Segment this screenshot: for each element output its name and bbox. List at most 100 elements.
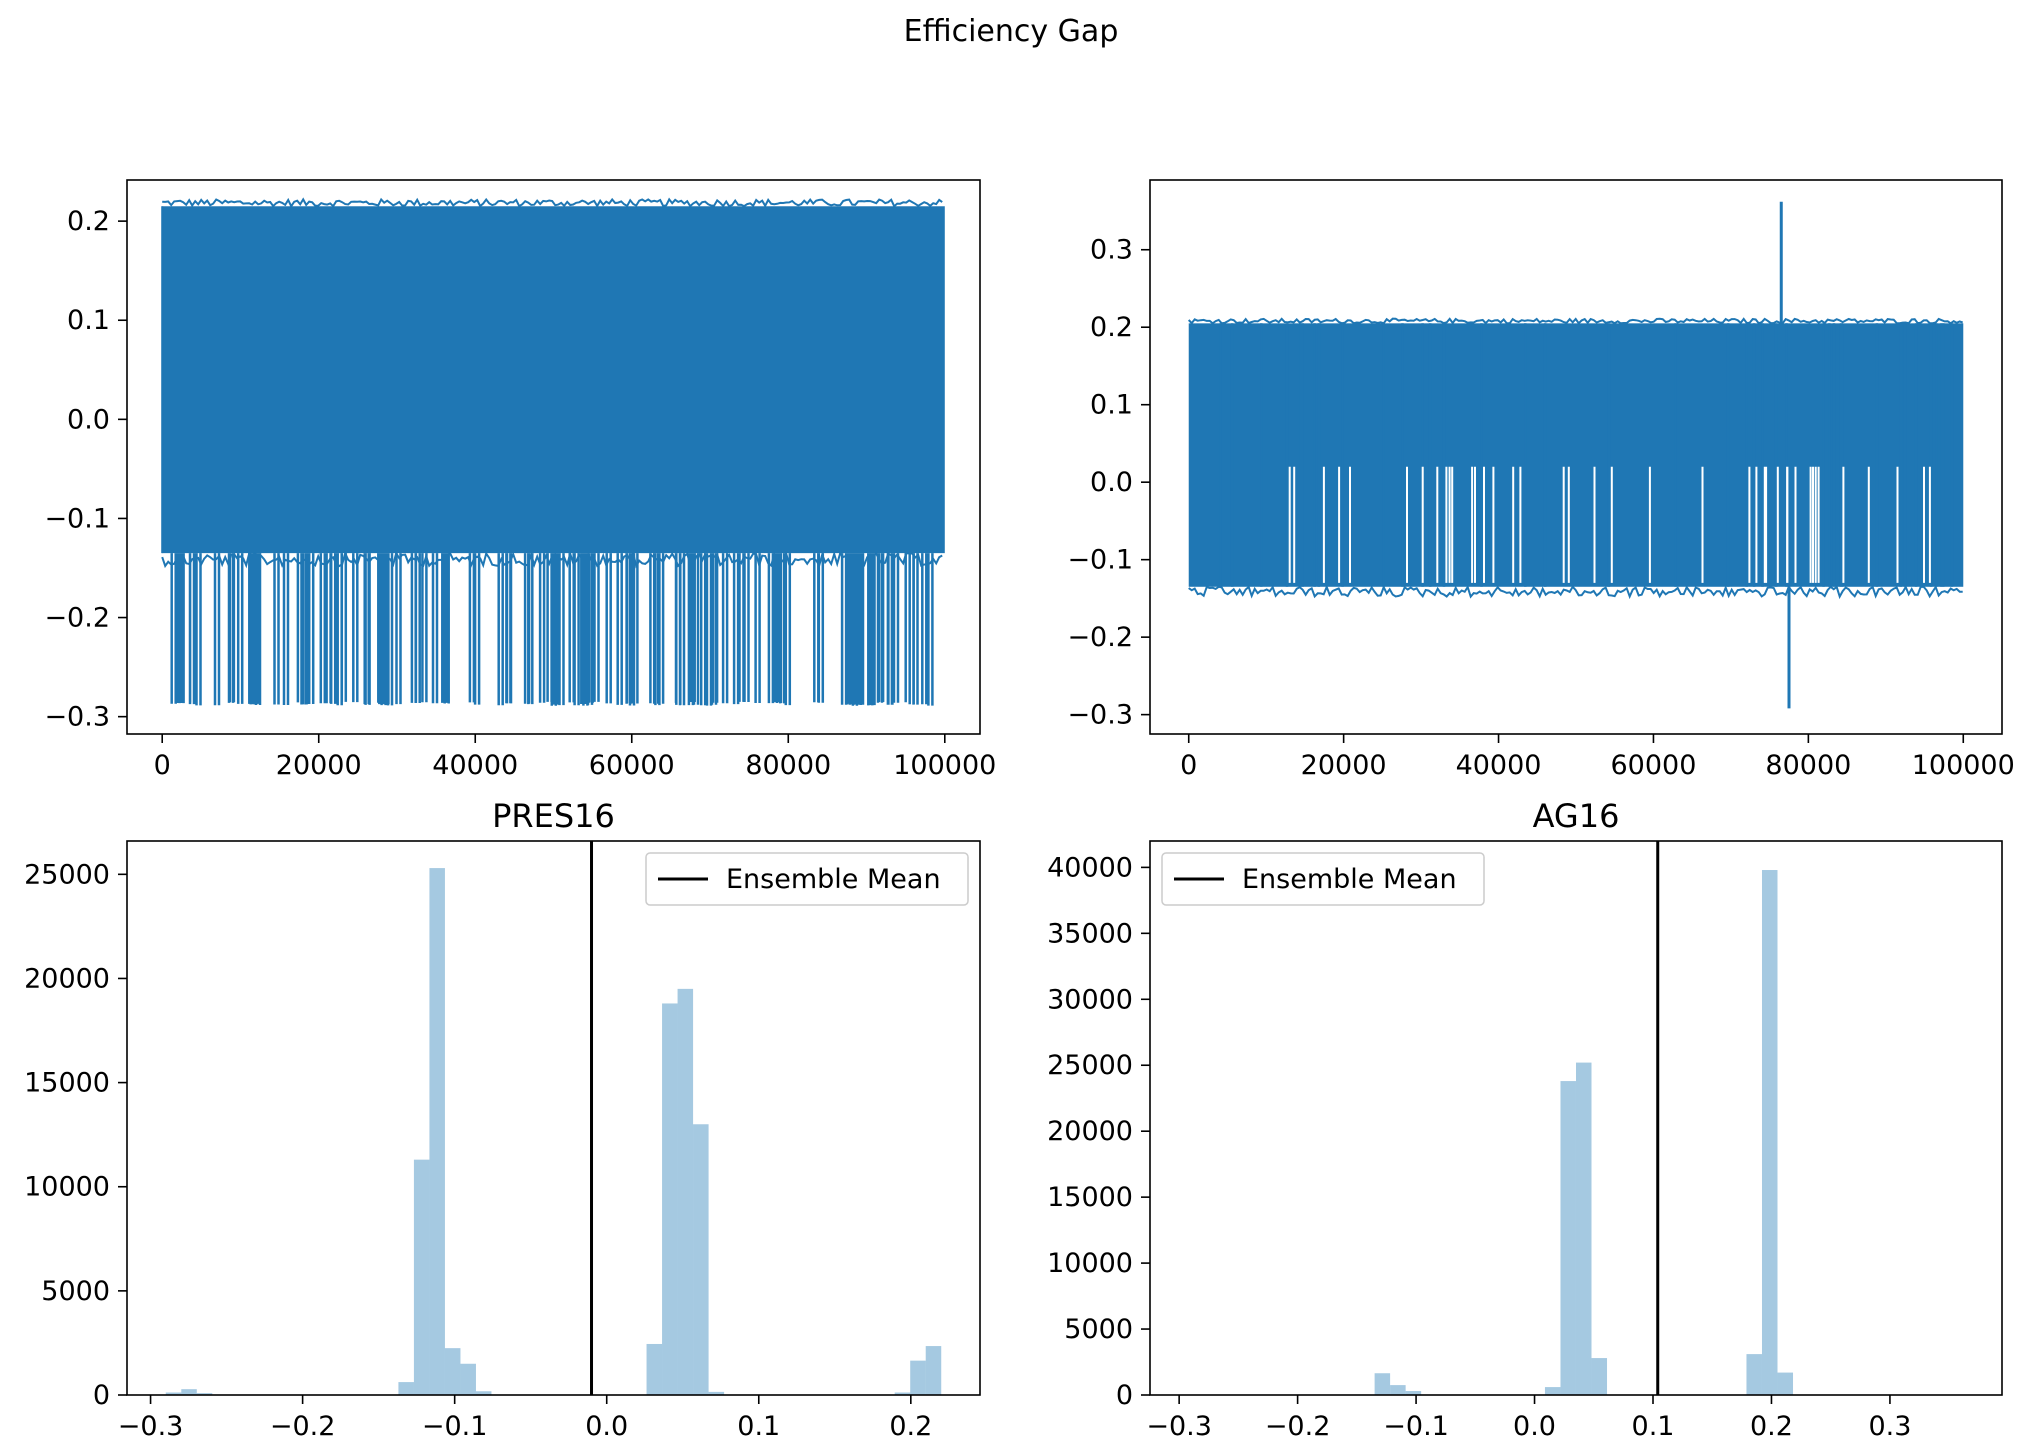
chart-2: 0 20000 40000 60000 80000 100000 −0.3 −0.2 −0.1 0… bbox=[1067, 179, 2015, 781]
y-tick-label: 0.2 bbox=[67, 206, 110, 237]
y-tick-label: 10000 bbox=[1047, 1248, 1133, 1279]
x-tick-label: 0.0 bbox=[585, 1411, 628, 1442]
y-tick-label: 0 bbox=[1116, 1380, 1133, 1411]
y-tick-label: −0.1 bbox=[44, 503, 110, 534]
histogram-bar bbox=[1591, 1358, 1608, 1395]
x-tick-label: 0.2 bbox=[1750, 1411, 1793, 1442]
y-tick-label: 15000 bbox=[1047, 1182, 1133, 1213]
x-tick-label: −0.3 bbox=[118, 1411, 184, 1442]
subplot-title: AG16 bbox=[1533, 797, 1620, 835]
axes-frame bbox=[126, 179, 981, 735]
y-tick-label: 0.2 bbox=[1090, 312, 1133, 343]
legend-label: Ensemble Mean bbox=[1242, 864, 1457, 895]
x-tick-label: 60000 bbox=[589, 750, 675, 781]
x-tick-label: −0.1 bbox=[1383, 1411, 1449, 1442]
x-tick-label: 20000 bbox=[276, 750, 362, 781]
legend-label: Ensemble Mean bbox=[726, 864, 941, 895]
y-tick-label: 0.1 bbox=[67, 305, 110, 336]
x-tick-label: −0.2 bbox=[1265, 1411, 1331, 1442]
histogram-bar bbox=[894, 1392, 911, 1395]
x-tick-label: 0.3 bbox=[1868, 1411, 1911, 1442]
y-tick-label: 25000 bbox=[1047, 1050, 1133, 1081]
x-tick-label: 0 bbox=[154, 750, 171, 781]
chart-1: 0 20000 40000 60000 80000 100000 −0.3 −0.2 −0.1 0… bbox=[44, 179, 996, 781]
legend-box bbox=[1161, 852, 1485, 906]
y-tick-label: 30000 bbox=[1047, 984, 1133, 1015]
x-tick-label: 0.1 bbox=[737, 1411, 780, 1442]
series-gaps bbox=[1288, 466, 1931, 583]
y-tick-label: 15000 bbox=[24, 1068, 110, 1099]
x-tick-label: 0.1 bbox=[1632, 1411, 1675, 1442]
y-tick-label: 0.1 bbox=[1090, 390, 1133, 421]
series-band bbox=[162, 206, 945, 554]
x-tick-label: −0.2 bbox=[270, 1411, 336, 1442]
histogram-bar bbox=[1777, 1372, 1794, 1395]
histogram-bar bbox=[1544, 1387, 1561, 1395]
histogram-bar bbox=[1746, 1354, 1762, 1395]
histogram-bar bbox=[460, 1363, 476, 1395]
chart-3: Ensemble Mean −0.3 −0.2 −0.1 0.0 0.1 0.2 0 5000 1… bbox=[24, 797, 981, 1442]
legend-box bbox=[645, 852, 969, 906]
histogram-bar bbox=[1560, 1081, 1576, 1395]
legend: Ensemble Mean bbox=[645, 852, 969, 906]
axes-frame bbox=[126, 840, 981, 1396]
histogram-bar bbox=[925, 1346, 942, 1395]
histogram-bar bbox=[398, 1382, 414, 1395]
x-tick-label: −0.1 bbox=[422, 1411, 488, 1442]
y-tick-label: 5000 bbox=[41, 1276, 110, 1307]
plot-area bbox=[165, 841, 942, 1395]
y-tick-label: 5000 bbox=[1064, 1314, 1133, 1345]
y-tick-label: 0.0 bbox=[67, 404, 110, 435]
histogram-bar bbox=[196, 1393, 213, 1395]
axes-frame bbox=[1149, 840, 2003, 1396]
y-tick-label: −0.2 bbox=[1067, 622, 1133, 653]
histogram-bar bbox=[677, 988, 694, 1395]
x-tick-label: 0 bbox=[1180, 750, 1197, 781]
x-tick-label: 100000 bbox=[1912, 750, 2015, 781]
y-tick-label: 40000 bbox=[1047, 852, 1133, 883]
x-tick-label: 40000 bbox=[1456, 750, 1542, 781]
histogram-bar bbox=[1405, 1391, 1422, 1395]
y-tick-label: 20000 bbox=[24, 963, 110, 994]
x-tick-label: 100000 bbox=[893, 750, 996, 781]
y-tick-label: 0.0 bbox=[1090, 467, 1133, 498]
histogram-bar bbox=[662, 1003, 678, 1395]
histogram-bar bbox=[1374, 1373, 1391, 1395]
histogram-bar bbox=[708, 1391, 725, 1395]
figure-title: Efficiency Gap bbox=[903, 14, 1119, 49]
histogram-bar bbox=[475, 1391, 492, 1395]
y-tick-label: 0.3 bbox=[1090, 235, 1133, 266]
y-tick-label: 25000 bbox=[24, 859, 110, 890]
histogram-bar bbox=[1390, 1385, 1406, 1395]
subplot-title: PRES16 bbox=[492, 797, 615, 835]
y-tick-label: −0.3 bbox=[44, 702, 110, 733]
chart-4: Ensemble Mean −0.3 −0.2 −0.1 0.0 0.1 0.2 0.3 0 50… bbox=[1047, 797, 2003, 1442]
histogram-bar bbox=[1576, 1062, 1592, 1395]
y-tick-label: 20000 bbox=[1047, 1116, 1133, 1147]
x-tick-label: 80000 bbox=[1765, 750, 1851, 781]
plot-area bbox=[1374, 841, 1794, 1395]
x-tick-label: 20000 bbox=[1301, 750, 1387, 781]
plot-area bbox=[1187, 201, 1964, 709]
y-tick-label: 35000 bbox=[1047, 918, 1133, 949]
series-excursions bbox=[170, 553, 934, 706]
axes-frame bbox=[1149, 179, 2003, 735]
plot-area bbox=[161, 197, 945, 706]
x-tick-label: −0.3 bbox=[1146, 1411, 1212, 1442]
histogram-bar bbox=[165, 1392, 182, 1395]
x-tick-label: 60000 bbox=[1611, 750, 1697, 781]
series-top-edge bbox=[1187, 317, 1964, 325]
y-tick-label: −0.2 bbox=[44, 603, 110, 634]
histogram-bar bbox=[1761, 870, 1778, 1395]
histogram-bar bbox=[444, 1348, 461, 1395]
histogram-bar bbox=[429, 868, 445, 1395]
x-tick-label: 0.0 bbox=[1513, 1411, 1556, 1442]
x-tick-label: 0.2 bbox=[889, 1411, 932, 1442]
histogram-bar bbox=[646, 1343, 663, 1395]
histogram-bar bbox=[413, 1159, 430, 1395]
histogram-bar bbox=[181, 1389, 197, 1395]
histogram-bar bbox=[910, 1360, 926, 1395]
series-band bbox=[1188, 323, 1964, 587]
series-top-edge bbox=[162, 197, 943, 209]
